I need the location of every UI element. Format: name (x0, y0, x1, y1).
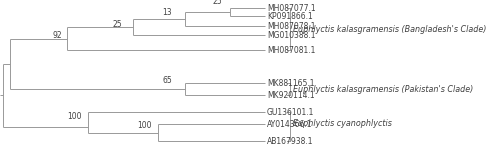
Text: 13: 13 (162, 8, 172, 17)
Text: MG010388.1: MG010388.1 (267, 30, 316, 39)
Text: MH087081.1: MH087081.1 (267, 46, 316, 55)
Text: Euphlyctis cyanophlyctis: Euphlyctis cyanophlyctis (293, 119, 392, 128)
Text: 100: 100 (68, 112, 82, 121)
Text: Euphlyctis kalasgramensis (Bangladesh's Clade): Euphlyctis kalasgramensis (Bangladesh's … (293, 24, 486, 33)
Text: AB167938.1: AB167938.1 (267, 137, 314, 146)
Text: 92: 92 (52, 31, 62, 40)
Text: MH087077.1: MH087077.1 (267, 4, 316, 13)
Text: MK920114.1: MK920114.1 (267, 90, 314, 99)
Text: 25: 25 (112, 20, 122, 29)
Text: Euphlyctis kalasgramensis (Pakistan's Clade): Euphlyctis kalasgramensis (Pakistan's Cl… (293, 85, 473, 94)
Text: 25: 25 (212, 0, 222, 6)
Text: AY014366.1: AY014366.1 (267, 119, 312, 128)
Text: MH087078.1: MH087078.1 (267, 22, 316, 30)
Text: GU136101.1: GU136101.1 (267, 108, 314, 117)
Text: 65: 65 (162, 76, 172, 85)
Text: 100: 100 (138, 121, 152, 130)
Text: MK881165.1: MK881165.1 (267, 79, 314, 87)
Text: KP091866.1: KP091866.1 (267, 11, 313, 20)
